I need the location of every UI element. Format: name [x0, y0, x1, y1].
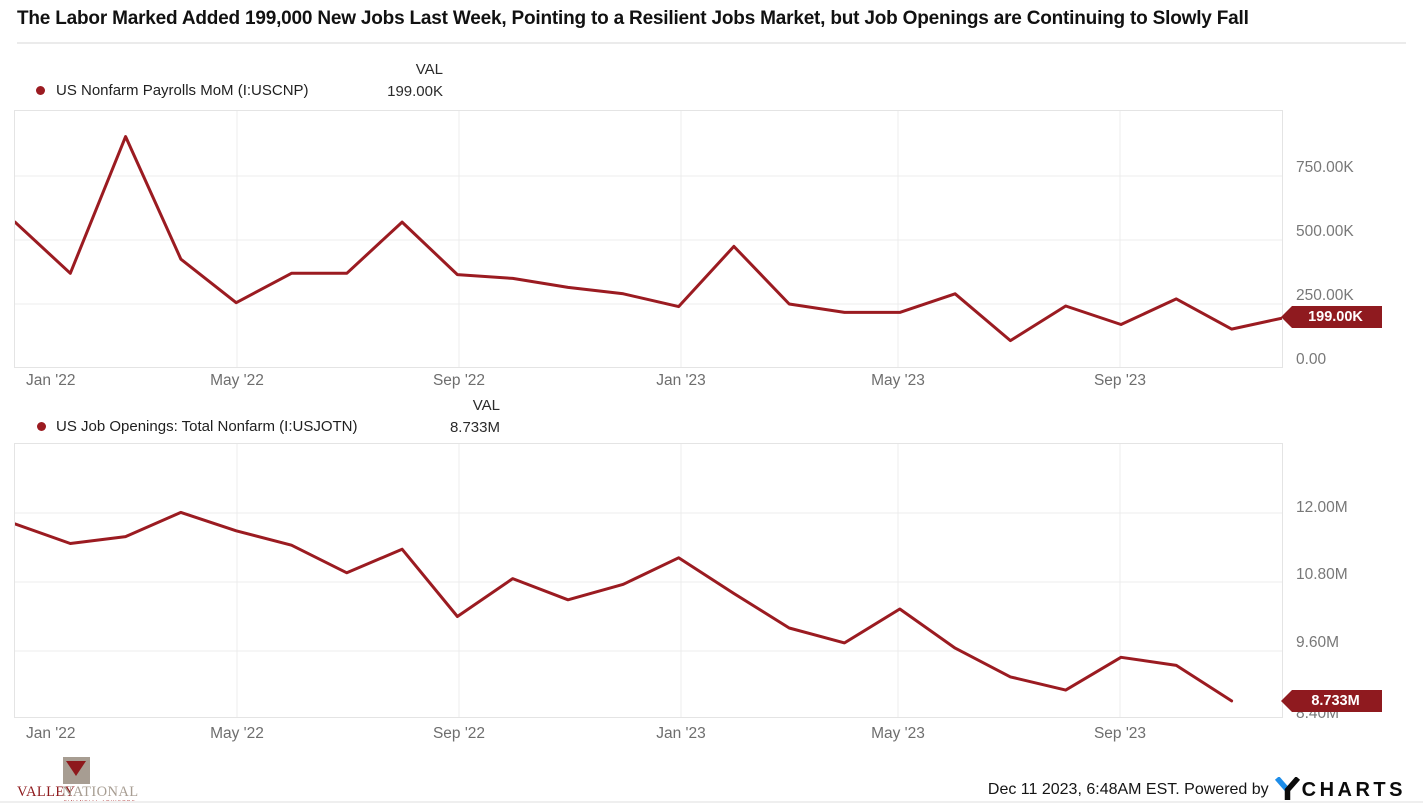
valley-national-logo-icon [63, 757, 90, 784]
y-axis-tick: 12.00M [1296, 499, 1348, 516]
x-axis-tick: May '23 [871, 725, 925, 742]
x-axis-tick: May '22 [210, 372, 264, 389]
x-axis-tick: May '22 [210, 725, 264, 742]
valley-national-logo-text-valley: VALLEY [17, 784, 76, 800]
val-header-chart1: VAL [415, 61, 443, 78]
valley-national-triangle-icon [66, 761, 86, 776]
x-axis-tick: Jan '23 [656, 372, 706, 389]
payrolls-line-chart-plot-area [14, 110, 1283, 368]
ycharts-wordmark: CHARTS [1301, 778, 1406, 801]
payrolls-line-chart [15, 111, 1282, 367]
x-axis-tick: Sep '23 [1093, 725, 1147, 742]
legend-value-column-chart2: VAL 8.733M [410, 397, 500, 436]
y-axis-tick: 500.00K [1296, 223, 1354, 240]
legend-label-nonfarm-payrolls: US Nonfarm Payrolls MoM (I:USCNP) [56, 82, 309, 99]
attribution-row: Dec 11 2023, 6:48AM EST. Powered by CHAR… [988, 776, 1406, 804]
x-axis-tick: Jan '22 [26, 725, 76, 742]
x-axis-tick: Sep '23 [1093, 372, 1147, 389]
legend-dot-job-openings [37, 422, 46, 431]
val-value-chart1: 199.00K [387, 83, 443, 100]
valley-national-logo-text-national: NATIONAL [62, 784, 139, 800]
x-axis-tick: Sep '22 [432, 725, 486, 742]
val-value-chart2: 8.733M [449, 419, 500, 436]
y-axis-tick: 9.60M [1296, 634, 1340, 651]
latest-value-badge-chart2: 8.733M [1281, 690, 1382, 712]
y-axis-tick: 0.00 [1296, 351, 1327, 368]
page-title: The Labor Marked Added 199,000 New Jobs … [17, 8, 1249, 29]
ycharts-y-icon [1274, 776, 1300, 805]
y-axis-tick: 750.00K [1296, 159, 1354, 176]
timestamp-powered-by-text: Dec 11 2023, 6:48AM EST. Powered by [987, 781, 1269, 798]
latest-value-badge-chart1: 199.00K [1281, 306, 1382, 328]
val-header-chart2: VAL [472, 397, 500, 414]
x-axis-tick: Sep '22 [432, 372, 486, 389]
y-axis-tick: 10.80M [1296, 566, 1348, 583]
bottom-divider [0, 801, 1423, 803]
legend-value-column-chart1: VAL 199.00K [353, 61, 443, 100]
x-axis-tick: Jan '22 [26, 372, 76, 389]
title-divider [17, 42, 1406, 44]
job-openings-line-chart [15, 444, 1282, 717]
x-axis-tick: May '23 [871, 372, 925, 389]
legend-label-job-openings: US Job Openings: Total Nonfarm (I:USJOTN… [56, 418, 358, 435]
legend-dot-nonfarm-payrolls [36, 86, 45, 95]
x-axis-tick: Jan '23 [656, 725, 706, 742]
y-axis-tick: 250.00K [1296, 287, 1354, 304]
job-openings-line-chart-plot-area [14, 443, 1283, 718]
